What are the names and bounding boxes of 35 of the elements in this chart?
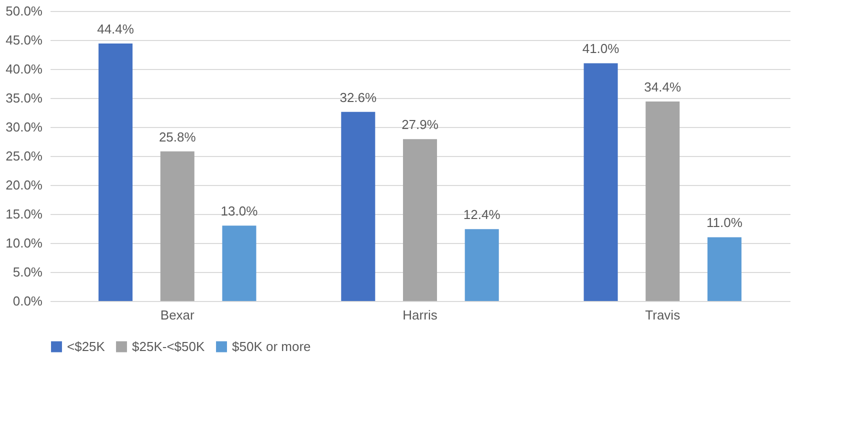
y-tick-label: 15.0% bbox=[6, 206, 43, 222]
x-tick-label: Travis bbox=[645, 308, 681, 322]
x-tick-label: Bexar bbox=[160, 308, 196, 322]
bar bbox=[464, 229, 499, 301]
y-tick-label: 20.0% bbox=[6, 178, 43, 192]
bar bbox=[584, 63, 618, 301]
y-tick-label: 35.0% bbox=[6, 90, 43, 106]
y-tick-label: 40.0% bbox=[6, 62, 43, 76]
bar bbox=[160, 151, 194, 301]
data-label: 12.4% bbox=[463, 207, 501, 222]
bar bbox=[341, 112, 376, 301]
data-label: 13.0% bbox=[220, 204, 258, 219]
bar bbox=[98, 43, 133, 301]
bar bbox=[707, 237, 742, 301]
legend-label: $50K or more bbox=[232, 338, 311, 354]
data-label: 25.8% bbox=[158, 129, 196, 144]
y-tick-label: 10.0% bbox=[6, 236, 43, 250]
y-tick-label: 50.0% bbox=[6, 4, 43, 18]
y-tick-label: 5.0% bbox=[12, 264, 43, 280]
bar bbox=[402, 139, 438, 301]
bar bbox=[646, 101, 680, 301]
data-label: 32.6% bbox=[340, 90, 378, 105]
data-label: 34.4% bbox=[644, 79, 682, 94]
data-label: 44.4% bbox=[97, 21, 134, 36]
data-label: 11.0% bbox=[706, 215, 743, 230]
legend-label: $25K-<$50K bbox=[132, 338, 205, 354]
legend-label: <$25K bbox=[67, 338, 106, 354]
y-tick-label: 0.0% bbox=[12, 294, 43, 308]
y-tick-label: 45.0% bbox=[6, 32, 43, 48]
y-tick-label: 25.0% bbox=[6, 148, 43, 164]
x-tick-label: Harris bbox=[402, 308, 438, 322]
data-label: 41.0% bbox=[582, 41, 620, 56]
y-tick-label: 30.0% bbox=[6, 120, 43, 134]
data-label: 27.9% bbox=[402, 117, 439, 132]
bar bbox=[222, 226, 256, 301]
